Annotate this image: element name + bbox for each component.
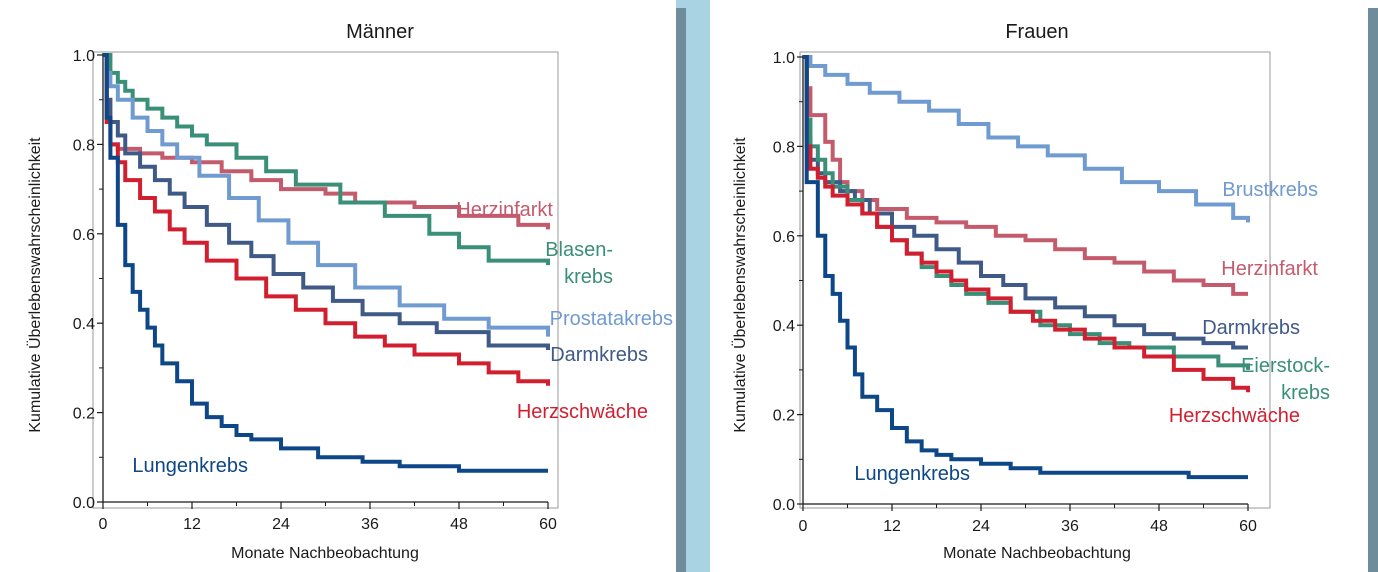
series-label: Herzinfarkt <box>456 199 553 221</box>
chart-panel-maenner: Männer 0.0 0.2 0.4 0.6 0.8 1.0 0 12 24 36 48 60 Monat… <box>0 0 676 572</box>
y-tick-label: 0.6 <box>73 227 95 244</box>
chart-panel-frauen: Frauen 0.0 0.2 0.4 0.6 0.8 1.0 0 12 24 36 48 60 Monat… <box>710 0 1378 572</box>
x-tick-label: 12 <box>183 516 201 533</box>
x-tick-label: 36 <box>361 516 379 533</box>
series-label: Herzschwäche <box>1169 405 1300 427</box>
series-line-lungenkrebs <box>103 53 548 473</box>
series-line-brustkrebs <box>803 55 1250 223</box>
series-line-lungenkrebs <box>803 55 1248 480</box>
x-tick-label: 12 <box>883 518 901 535</box>
x-tick-label: 0 <box>799 518 808 535</box>
x-tick-label: 36 <box>1061 518 1079 535</box>
y-tick-label: 0.8 <box>73 137 95 154</box>
x-axis-label: Monate Nachbeobachtung <box>943 545 1131 562</box>
y-tick-label: 0.2 <box>773 408 795 425</box>
series-label: Lungenkrebs <box>854 463 970 485</box>
series-line-prostatakrebs <box>103 53 550 337</box>
x-tick-label: 0 <box>99 516 108 533</box>
series-label: krebs <box>564 266 613 288</box>
series-label: Brustkrebs <box>1222 179 1318 201</box>
y-tick-label: 0.0 <box>773 497 795 514</box>
y-tick-label: 0.0 <box>73 495 95 512</box>
y-tick-label: 0.4 <box>73 316 95 333</box>
series-label: krebs <box>1281 382 1330 404</box>
series-label: Prostatakrebs <box>550 308 673 330</box>
y-tick-label: 0.6 <box>773 229 795 246</box>
x-tick-label: 24 <box>272 516 290 533</box>
panel-shadow <box>676 8 686 572</box>
x-tick-label: 24 <box>972 518 990 535</box>
series-label: Darmkrebs <box>550 344 648 366</box>
series-line-darmkrebs <box>103 53 550 351</box>
y-axis-label: Kumulative Überlebenswahrscheinlichkeit <box>26 137 44 433</box>
series-label: Lungenkrebs <box>132 455 248 477</box>
series-label: Herzschwäche <box>517 401 648 423</box>
y-tick-label: 0.4 <box>773 318 795 335</box>
series-label: Eierstock- <box>1241 355 1330 377</box>
plot-frame <box>92 51 559 509</box>
series-label: Blasen- <box>545 239 613 261</box>
series-line-herzschwäche <box>103 53 550 386</box>
panel-shadow <box>1368 8 1378 572</box>
y-tick-label: 0.2 <box>73 406 95 423</box>
chart-title: Frauen <box>1005 21 1068 43</box>
chart-frauen: Frauen 0.0 0.2 0.4 0.6 0.8 1.0 0 12 24 36 48 60 Monat… <box>731 21 1330 562</box>
y-tick-label: 1.0 <box>73 48 95 65</box>
series-line-darmkrebs <box>803 55 1248 350</box>
chart-title: Männer <box>346 21 414 43</box>
y-tick-label: 0.8 <box>773 139 795 156</box>
chart-maenner: Männer 0.0 0.2 0.4 0.6 0.8 1.0 0 12 24 36 48 60 Monat… <box>26 21 673 562</box>
x-tick-label: 48 <box>1150 518 1168 535</box>
y-axis-label: Kumulative Überlebenswahrscheinlichkeit <box>731 137 749 433</box>
x-tick-label: 60 <box>1239 518 1257 535</box>
series-line-herzschwäche <box>803 55 1250 393</box>
series-line-herzinfarkt <box>803 55 1248 296</box>
series-line-blasenkrebs <box>103 53 550 266</box>
series-label: Herzinfarkt <box>1221 258 1318 280</box>
x-tick-label: 60 <box>539 516 557 533</box>
x-tick-label: 48 <box>450 516 468 533</box>
y-tick-label: 1.0 <box>773 50 795 67</box>
series-label: Darmkrebs <box>1202 317 1300 339</box>
x-axis-label: Monate Nachbeobachtung <box>231 545 419 562</box>
